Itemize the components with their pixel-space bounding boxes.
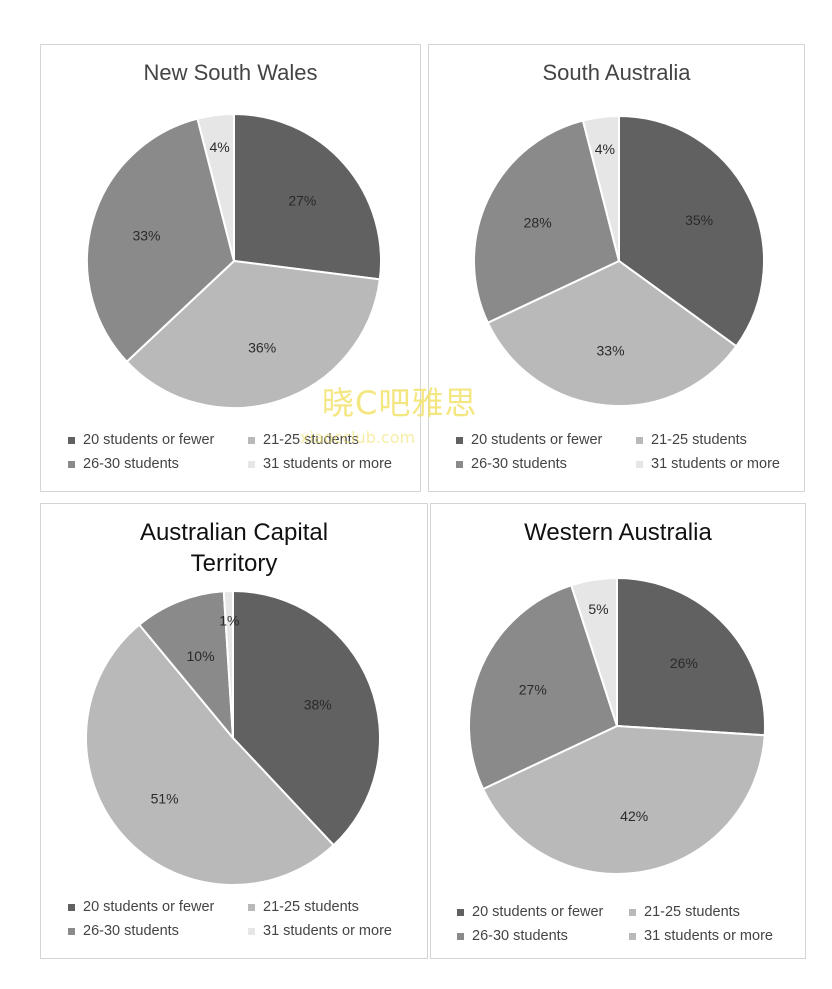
legend-item: 21-25 students (248, 432, 428, 448)
legend-swatch (629, 908, 636, 916)
legend-item: 20 students or fewer (456, 432, 636, 448)
legend-label: 31 students or more (644, 928, 773, 944)
legend-label: 20 students or fewer (472, 904, 604, 920)
slice-31-or-more (570, 576, 618, 727)
legend-item: 26-30 students (68, 456, 248, 472)
slice-20-or-fewer (616, 576, 766, 737)
slice-data-label: 51% (151, 790, 179, 806)
legend-swatch (457, 932, 464, 940)
slice-data-label: 42% (620, 808, 648, 824)
slice-data-label: 26% (670, 655, 698, 671)
legend-label: 31 students or more (651, 456, 780, 472)
slice-31-or-more (581, 114, 620, 262)
chart-panel-western-australia: Western Australia 26% 42% 27% 5% 20 student… (430, 503, 806, 959)
chart-title: Western Australia (524, 519, 712, 546)
chart-legend: 20 students or fewer 21-25 students 26-30 … (68, 432, 428, 472)
legend-item: 26-30 students (456, 456, 636, 472)
slice-21-25 (481, 724, 766, 875)
slice-data-label: 33% (597, 343, 625, 359)
legend-item: 31 students or more (629, 928, 809, 944)
legend-item: 21-25 students (248, 899, 428, 915)
slice-26-30 (137, 590, 235, 742)
legend-item: 26-30 students (457, 928, 629, 944)
legend-label: 21-25 students (644, 904, 740, 920)
legend-swatch (456, 460, 463, 468)
chart-legend: 20 students or fewer 21-25 students 26-30 … (456, 432, 816, 472)
legend-swatch (68, 903, 75, 911)
slice-data-label: 10% (187, 648, 215, 664)
slice-26-30 (86, 117, 236, 364)
slice-21-25 (486, 259, 738, 407)
legend-label: 21-25 students (263, 899, 359, 915)
pie-chart: 35% 33% 28% 4% (473, 114, 765, 407)
watermark-subtext: xiaocclub.com (300, 428, 416, 447)
pie-chart: 27% 36% 33% 4% (86, 112, 382, 409)
slice-31-or-more (222, 589, 234, 739)
slice-data-label: 38% (304, 696, 332, 712)
legend-swatch (248, 903, 255, 911)
pie-chart: 38% 51% 10% 1% (84, 589, 381, 887)
slice-21-25 (84, 623, 336, 887)
slice-data-label: 28% (524, 215, 552, 231)
legend-swatch (248, 460, 255, 468)
chart-panel-new-south-wales: New South Wales 27% 36% 33% 4% 20 students … (40, 44, 421, 492)
legend-item: 20 students or fewer (68, 899, 248, 915)
watermark-text: 晓C吧雅思 (322, 384, 478, 422)
chart-panel-australian-capital-territory: Australian Capital Territory 38% 51% 10% 1%… (40, 503, 428, 959)
legend-label: 26-30 students (83, 456, 179, 472)
pie-chart: 26% 42% 27% 5% (468, 576, 766, 875)
legend-item: 26-30 students (68, 923, 248, 939)
chart-title: Australian Capital Territory (139, 519, 329, 577)
legend-label: 31 students or more (263, 456, 392, 472)
slice-21-25 (125, 259, 381, 409)
chart-legend: 20 students or fewer 21-25 students 26-30 … (68, 899, 428, 939)
legend-label: 20 students or fewer (83, 899, 215, 915)
legend-swatch (68, 927, 75, 935)
slice-20-or-fewer (618, 114, 765, 348)
legend-item: 20 students or fewer (457, 904, 629, 920)
slice-data-label: 1% (219, 612, 239, 628)
slice-data-label: 27% (519, 682, 547, 698)
slice-data-label: 33% (132, 228, 160, 244)
legend-label: 20 students or fewer (83, 432, 215, 448)
legend-label: 26-30 students (83, 923, 179, 939)
slice-data-label: 27% (288, 193, 316, 209)
slice-data-label: 35% (685, 212, 713, 228)
chart-legend: 20 students or fewer 21-25 students 26-30 … (457, 904, 809, 944)
legend-item: 20 students or fewer (68, 432, 248, 448)
chart-title: New South Wales (143, 60, 318, 85)
slice-data-label: 36% (248, 340, 276, 356)
legend-label: 26-30 students (472, 928, 568, 944)
slice-data-label: 4% (595, 141, 615, 157)
legend-swatch (636, 460, 643, 468)
slice-data-label: 5% (588, 601, 608, 617)
legend-label: 21-25 students (263, 432, 359, 448)
legend-label: 31 students or more (263, 923, 392, 939)
legend-item: 31 students or more (248, 923, 428, 939)
legend-label: 26-30 students (471, 456, 567, 472)
legend-item: 21-25 students (636, 432, 816, 448)
legend-item: 21-25 students (629, 904, 809, 920)
slice-31-or-more (196, 112, 235, 262)
legend-swatch (68, 460, 75, 468)
legend-item: 31 students or more (636, 456, 816, 472)
slice-26-30 (468, 583, 619, 791)
legend-item: 31 students or more (248, 456, 428, 472)
slice-20-or-fewer (232, 589, 381, 847)
legend-swatch (636, 436, 643, 444)
legend-swatch (68, 436, 75, 444)
slice-20-or-fewer (233, 112, 382, 281)
chart-panel-south-australia: South Australia 35% 33% 28% 4% 20 students … (428, 44, 805, 492)
legend-swatch (248, 436, 255, 444)
legend-swatch (248, 927, 255, 935)
legend-label: 21-25 students (651, 432, 747, 448)
slice-26-30 (473, 119, 621, 325)
chart-title: South Australia (542, 60, 691, 85)
legend-label: 20 students or fewer (471, 432, 603, 448)
legend-swatch (457, 908, 464, 916)
legend-swatch (629, 932, 636, 940)
legend-swatch (456, 436, 463, 444)
slice-data-label: 4% (210, 139, 230, 155)
